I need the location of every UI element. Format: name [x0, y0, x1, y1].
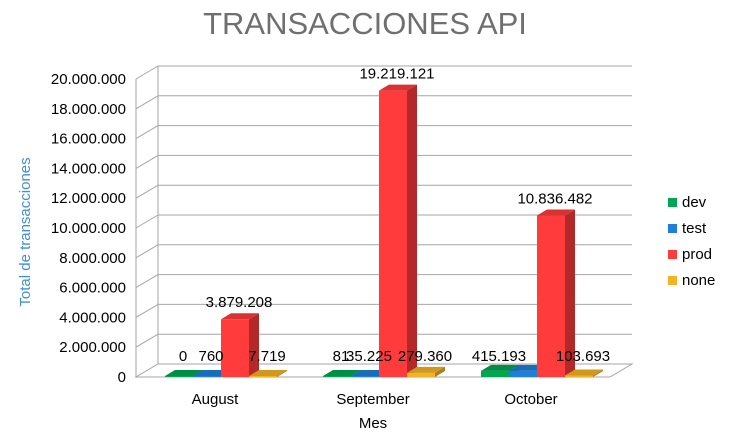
data-label-dev: 415.193: [472, 348, 526, 365]
chart-bars: [165, 84, 603, 377]
y-tick-label: 20.000.000: [51, 71, 126, 88]
y-tick-label: 6.000.000: [59, 280, 126, 297]
legend-item-dev: dev: [668, 194, 707, 211]
x-tick-label: October: [504, 391, 557, 408]
data-label-dev: 0: [179, 348, 187, 365]
legend-label: none: [682, 272, 715, 289]
bar-prod-september: [379, 84, 417, 377]
bar-prod-october: [537, 209, 575, 377]
x-tick-label: August: [192, 391, 240, 408]
legend-swatch: [668, 224, 677, 233]
legend-swatch: [668, 276, 677, 285]
data-label-none: 7.719: [248, 348, 286, 365]
y-tick-label: 4.000.000: [59, 309, 126, 326]
y-axis-ticks: 0 2.000.000 4.000.000 6.000.000 8.000.000 10.…: [51, 71, 126, 386]
bar-none-august: [249, 370, 287, 377]
data-label-none: 279.360: [398, 348, 452, 365]
bar-none-september: [407, 366, 445, 377]
y-tick-label: 18.000.000: [51, 101, 126, 118]
legend-item-prod: prod: [668, 246, 712, 263]
y-tick-label: 14.000.000: [51, 160, 126, 177]
legend-label: test: [682, 220, 707, 237]
x-axis-title: Mes: [359, 415, 387, 432]
y-tick-label: 16.000.000: [51, 131, 126, 148]
legend-label: dev: [682, 194, 707, 211]
legend-label: prod: [682, 246, 712, 263]
data-label-none: 103.693: [556, 348, 610, 365]
chart-title: TRANSACCIONES API: [203, 6, 527, 41]
data-label-prod: 3.879.208: [206, 294, 273, 311]
legend-swatch: [668, 198, 677, 207]
legend-item-none: none: [668, 272, 715, 289]
data-label-dev: 81: [333, 348, 350, 365]
data-label-test: 35.225: [346, 348, 392, 365]
legend: dev test prod none: [668, 194, 715, 289]
bar-none-october: [565, 369, 603, 377]
bar-prod-august: [221, 313, 259, 377]
y-tick-label: 10.000.000: [51, 220, 126, 237]
data-label-test: 760: [198, 348, 223, 365]
data-label-prod: 10.836.482: [517, 191, 592, 208]
x-axis-categories: August September October: [192, 391, 558, 408]
y-tick-label: 8.000.000: [59, 250, 126, 267]
y-axis-title: Total de transacciones: [17, 157, 34, 306]
y-tick-label: 12.000.000: [51, 190, 126, 207]
legend-item-test: test: [668, 220, 707, 237]
legend-swatch: [668, 250, 677, 259]
x-tick-label: September: [336, 391, 409, 408]
y-tick-label: 2.000.000: [59, 339, 126, 356]
y-tick-label: 0: [118, 369, 126, 386]
data-label-prod: 19.219.121: [359, 66, 434, 83]
